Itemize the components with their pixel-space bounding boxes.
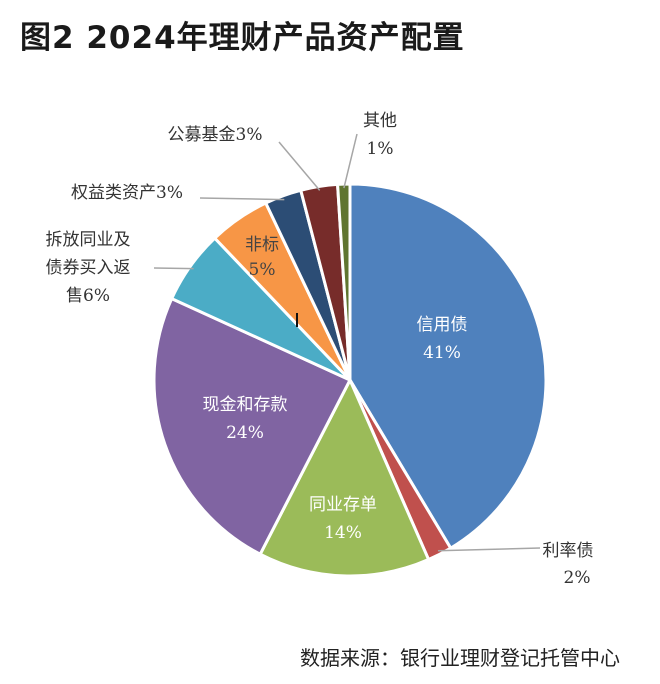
slice-value-label: 24% xyxy=(226,423,264,443)
slice-label: 信用债 xyxy=(417,315,468,335)
slice-label: 售6% xyxy=(66,286,110,306)
slice-value-label: 14% xyxy=(324,523,362,543)
leader-line xyxy=(437,547,541,552)
slice-label: 现金和存款 xyxy=(203,395,288,415)
leader-line xyxy=(153,267,194,270)
leader-line xyxy=(199,197,285,201)
slice-label: 权益类资产3% xyxy=(71,183,183,203)
chart-title: 图2 2024年理财产品资产配置 xyxy=(20,20,465,56)
slice-value-label: 41% xyxy=(423,343,461,363)
slice-label: 公募基金3% xyxy=(168,125,263,145)
source-note: 数据来源：银行业理财登记托管中心 xyxy=(300,646,620,670)
slice-value-label: 1% xyxy=(367,139,394,159)
slice-label: 其他 xyxy=(363,111,397,131)
pie-slices xyxy=(152,182,548,578)
slice-label: 同业存单 xyxy=(309,495,377,515)
slice-value-label: 5% xyxy=(249,260,276,280)
pie-slice-1 xyxy=(348,182,548,550)
leader-line xyxy=(343,133,358,189)
slice-label: 债券买入返 xyxy=(46,258,131,278)
pie-slice-4 xyxy=(152,297,352,556)
pie-slice-9 xyxy=(336,182,352,382)
leader-line xyxy=(278,141,321,191)
slice-value-label: 2% xyxy=(564,568,591,588)
slice-label: 拆放同业及 xyxy=(46,230,131,250)
pie-slice-3 xyxy=(258,378,431,578)
slice-label: 非标 xyxy=(245,235,279,255)
slice-label: 利率债 xyxy=(543,541,594,561)
